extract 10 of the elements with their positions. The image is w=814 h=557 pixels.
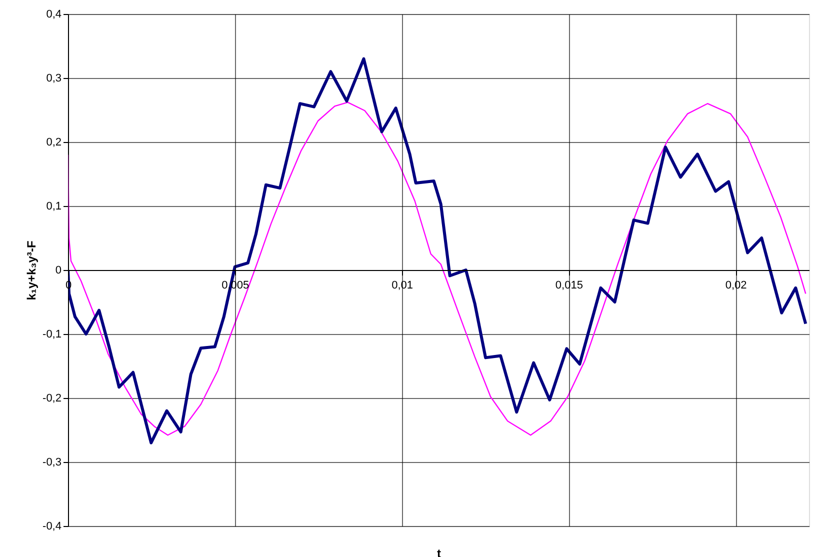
- y-tick-label: 0,4: [46, 8, 62, 20]
- y-tick-label: 0,1: [46, 200, 62, 212]
- y-tick-label: -0,3: [42, 456, 62, 468]
- y-axis-title: k₁y+k₃y³-F: [24, 240, 39, 300]
- y-tick-label: 0,2: [46, 136, 62, 148]
- y-tick-label: 0: [55, 264, 62, 276]
- y-tick-label: -0,1: [42, 328, 62, 340]
- y-tick-label: 0,3: [46, 72, 62, 84]
- y-tick-label: -0,2: [42, 392, 62, 404]
- y-tick-label: -0,4: [42, 520, 62, 532]
